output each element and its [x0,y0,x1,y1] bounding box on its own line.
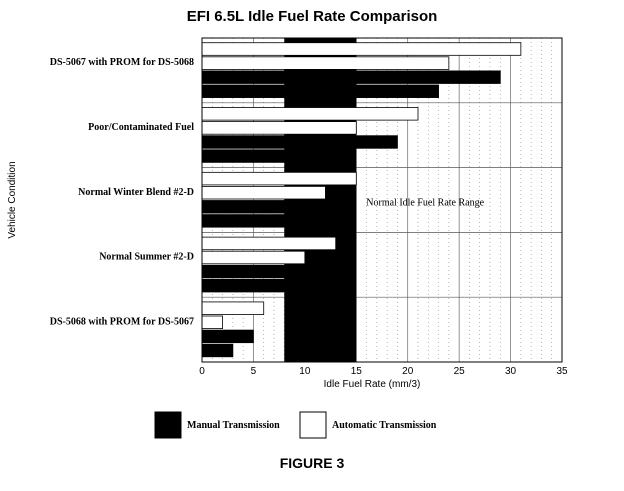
legend-label: Automatic Transmission [332,420,437,431]
bar-manual [201,264,311,279]
bar-automatic [201,186,326,200]
bar-manual [201,214,306,228]
bar-manual [201,70,501,84]
x-tick-label: 15 [351,366,363,377]
bar-manual [201,278,285,293]
normal-range-label: Normal Idle Fuel Rate Range [366,198,484,209]
x-tick-label: 5 [251,366,257,377]
x-tick-label: 30 [505,366,517,377]
bar-automatic [201,121,357,135]
bar-automatic [201,107,419,121]
bars [201,42,522,358]
figure-caption: FIGURE 3 [279,455,345,471]
bar-manual [201,329,254,344]
normal-range-band: Normal Idle Fuel Rate Range [366,198,484,209]
bar-automatic [201,171,357,186]
category-label: DS-5068 with PROM for DS-5067 [50,316,194,327]
bar-manual [201,200,337,214]
legend-swatch [154,411,182,439]
category-labels: DS-5067 with PROM for DS-5068 Poor/Contam… [50,57,194,327]
chart-title: EFI 6.5L Idle Fuel Rate Comparison [186,8,438,25]
category-label: Normal Winter Blend #2-D [78,187,194,198]
axes: 0 5 10 15 20 25 30 35 Idle Fuel Rate (mm/3) Vehic… [7,37,568,390]
x-tick-label: 10 [299,366,311,377]
category-label: DS-5067 with PROM for DS-5068 [50,57,194,68]
bar-automatic [201,42,522,56]
bar-automatic [201,56,450,70]
legend-label: Manual Transmission [187,420,280,431]
y-axis-title: Vehicle Condition [7,161,18,238]
x-tick-label: 0 [199,366,205,377]
x-tick-label: 20 [402,366,414,377]
bar-manual [201,135,398,149]
category-label: Poor/Contaminated Fuel [88,122,194,133]
x-tick-label: 35 [556,366,568,377]
x-axis-title: Idle Fuel Rate (mm/3) [324,379,421,390]
bar-manual [201,343,234,358]
bar-manual [201,149,342,163]
legend-swatch [299,411,327,439]
bar-automatic [201,315,223,329]
bar-automatic [201,236,337,251]
x-tick-label: 25 [454,366,466,377]
bar-automatic [201,301,265,315]
category-label: Normal Summer #2-D [99,252,194,263]
bar-manual [201,84,439,98]
plot-border [201,37,563,363]
legend: Manual Transmission Automatic Transmissio… [154,411,437,439]
bar-automatic [201,250,306,265]
